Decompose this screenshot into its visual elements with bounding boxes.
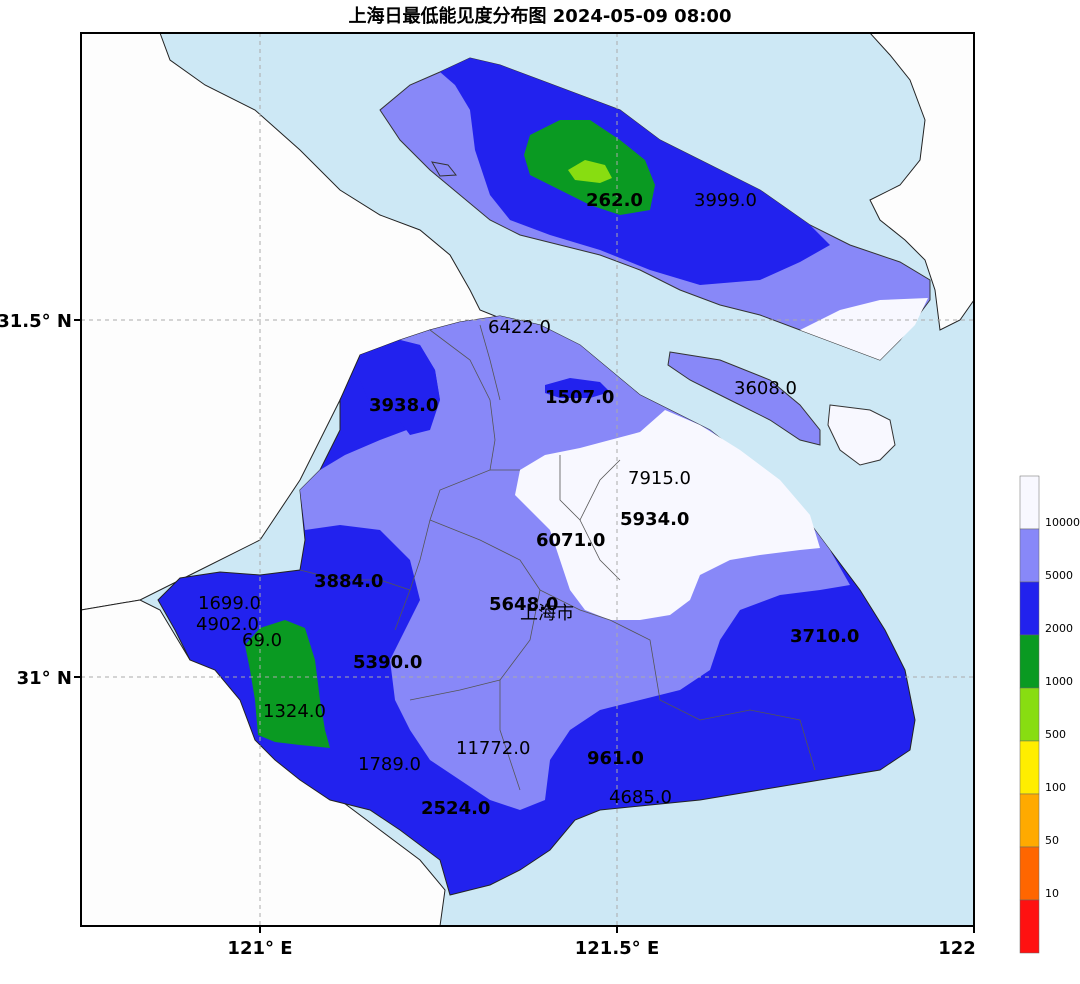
station-value: 11772.0 [456,738,530,759]
axis-ticks [74,319,975,933]
region-1000-2000 [245,620,330,748]
station-value: 3710.0 [790,626,859,647]
legend-swatch [1019,581,1040,636]
station-value: 961.0 [587,748,644,769]
changxing-island [667,351,821,446]
region-1507 [545,378,610,398]
station-value: 69.0 [242,630,282,651]
legend-label: 10000 [1045,516,1080,529]
station-value: 1789.0 [358,754,421,775]
legend-label: 5000 [1045,569,1073,582]
legend-label: 1000 [1045,675,1073,688]
district-boundaries [299,324,816,791]
map-frame [80,32,975,927]
station-value: 3999.0 [694,190,757,211]
legend-label: 500 [1045,728,1066,741]
land-northeast [869,33,974,331]
legend-label: 100 [1045,781,1066,794]
region-over-10000 [515,410,820,620]
lon-label: 122 [938,938,976,959]
graticule [81,33,974,926]
station-value: 1324.0 [263,701,326,722]
legend-swatch [1019,846,1040,901]
legend-swatch [1019,793,1040,848]
station-values: 262.0 3999.0 6422.0 3938.0 1507.0 3608.0… [196,190,859,819]
legend-label: 50 [1045,834,1059,847]
station-value: 7915.0 [628,468,691,489]
station-value: 5648.0 [489,594,558,615]
station-value: 1699.0 [198,593,261,614]
station-value: 5390.0 [353,652,422,673]
station-value: 1507.0 [545,387,614,408]
station-value: 6422.0 [488,317,551,338]
station-value: 4902.0 [196,614,259,635]
legend-swatch [1019,899,1040,954]
station-value: 2524.0 [421,798,490,819]
station-value: 3608.0 [734,378,797,399]
station-value: 4685.0 [609,787,672,808]
legend-swatch [1019,740,1040,795]
station-value: 3938.0 [369,395,438,416]
legend-colorbar: 10000 5000 2000 1000 500 100 50 10 [1019,475,1080,954]
lon-label: 121° E [227,938,292,959]
chongming-lightgreen [568,160,612,183]
small-island [431,161,457,177]
region-west-2000 [360,340,440,435]
legend-swatch [1019,687,1040,742]
map-title: 上海日最低能见度分布图 2024-05-09 08:00 [348,6,732,27]
hengsha-island [827,404,896,466]
station-value: 262.0 [586,190,643,211]
legend-swatch [1019,528,1040,583]
station-value: 6071.0 [536,530,605,551]
legend-swatch [1019,634,1040,689]
station-value: 5934.0 [620,509,689,530]
map-canvas: 上海市 262.0 3999.0 6422.0 3938.0 1507.0 36… [81,33,974,926]
station-value: 3884.0 [314,571,383,592]
legend-swatch [1019,475,1040,530]
lat-label: 31° N [17,668,72,689]
chongming-white [800,298,928,360]
lon-label: 121.5° E [575,938,660,959]
lat-label: 31.5° N [0,311,72,332]
legend-label: 2000 [1045,622,1073,635]
city-label: 上海市 [520,603,574,624]
legend-label: 10 [1045,887,1059,900]
